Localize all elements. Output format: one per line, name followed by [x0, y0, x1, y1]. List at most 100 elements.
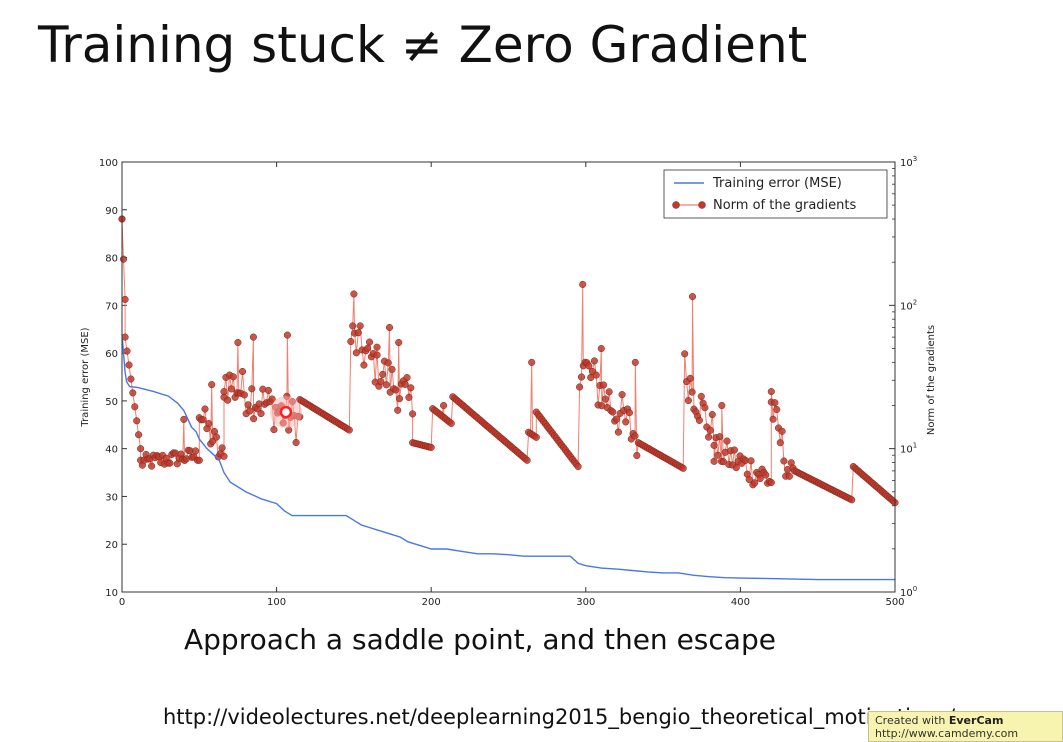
gradient-norm-point [697, 392, 705, 400]
y-axis-label: Training error (MSE) [80, 327, 91, 427]
watermark-brand: EverCam [948, 714, 1004, 727]
gradient-norm-point [771, 399, 779, 407]
y-tick-label: 50 [105, 397, 118, 408]
gradient-norm-point [392, 386, 400, 394]
gradient-norm-point [292, 438, 300, 447]
x-tick-label: 200 [422, 597, 441, 608]
gradient-norm-point [131, 403, 139, 411]
gradient-norm-point [395, 395, 404, 403]
gradient-norm-point [220, 388, 228, 396]
gradient-norm-point [205, 420, 213, 428]
gradient-norm-point [708, 411, 716, 419]
gradient-norm-point [785, 472, 793, 480]
evercam-watermark: Created with EverCam http://www.camdemy.… [868, 711, 1063, 742]
gradient-norm-point [137, 445, 145, 453]
gradient-norm-point [609, 408, 617, 416]
gradient-norm-point [125, 361, 133, 369]
x-tick-label: 500 [885, 597, 904, 608]
gradient-norm-point [364, 344, 372, 352]
gradient-norm-point [618, 391, 626, 399]
gradient-norm-point [576, 383, 584, 391]
y2-tick-label: 102 [900, 298, 917, 312]
training-error-line [121, 333, 895, 581]
gradient-norm-point [401, 380, 409, 388]
gradient-norm-point [249, 333, 257, 341]
legend-label-training-error: Training error (MSE) [712, 176, 842, 191]
gradient-norm-point [224, 396, 232, 404]
x-tick-label: 300 [576, 597, 595, 608]
highlight-point [279, 405, 293, 419]
y-tick-label: 30 [105, 492, 118, 503]
gradient-norm-point [409, 410, 417, 418]
gradient-norm-point [403, 374, 411, 382]
y2-axis-label: Norm of the gradients [926, 325, 937, 435]
x-tick-label: 400 [731, 597, 750, 608]
gradient-norm-point [718, 401, 726, 410]
gradient-norm-point [745, 475, 753, 484]
gradient-norm-series [118, 215, 899, 507]
gradient-norm-point [395, 338, 403, 347]
watermark-url: http://www.camdemy.com [875, 727, 1019, 740]
gradient-norm-point [127, 375, 135, 383]
gradient-norm-point [229, 373, 237, 381]
gradient-norm-point [684, 396, 692, 405]
y2-axis-ticks: 100 101 102 103 [889, 155, 917, 599]
source-link[interactable]: http://videolectures.net/deeplearning201… [163, 705, 956, 729]
gradient-norm-point [244, 401, 252, 409]
gradient-norm-point [382, 381, 390, 389]
gradient-norm-point [600, 381, 608, 389]
gradient-norm-point [195, 456, 203, 464]
gradient-norm-point [180, 415, 188, 423]
gradient-norm-point [234, 338, 242, 347]
gradient-norm-point [373, 351, 381, 359]
gradient-norm-point [257, 410, 265, 418]
gradient-norm-point [705, 433, 713, 441]
chart-legend: Training error (MSE) Norm of the gradien… [663, 169, 888, 219]
gradient-norm-point [762, 471, 770, 479]
gradient-norm-point [349, 322, 357, 330]
gradient-norm-point [773, 405, 781, 414]
x-axis-ticks: 0 100 200 300 400 500 [119, 162, 905, 608]
y-tick-label: 80 [105, 254, 118, 265]
gradient-norm-point [208, 381, 216, 389]
gradient-norm-point [133, 417, 141, 425]
gradient-norm-point [394, 406, 402, 414]
gradient-norm-point [379, 370, 387, 378]
gradient-norm-point [614, 428, 622, 436]
gradient-norm-point [373, 343, 381, 351]
gradient-norm-point [385, 323, 394, 332]
gradient-norm-point [360, 361, 368, 369]
x-tick-label: 100 [267, 597, 286, 608]
gradient-norm-point [192, 447, 200, 455]
y-tick-label: 40 [105, 445, 118, 456]
gradient-norm-point [631, 358, 639, 366]
y2-tick-label: 101 [900, 442, 917, 456]
gradient-norm-point [201, 405, 209, 413]
gradient-norm-point [612, 415, 621, 423]
gradient-norm-point [135, 431, 143, 439]
gradient-norm-point [268, 395, 276, 403]
gradient-norm-point [701, 404, 709, 412]
gradient-norm-point [778, 427, 786, 435]
gradient-norm-point [388, 365, 396, 373]
gradient-norm-point [199, 416, 207, 424]
gradient-norm-point [356, 322, 364, 330]
gradient-norm-point [166, 459, 174, 467]
gradient-norm-point [776, 439, 784, 447]
gradient-norm-point [769, 415, 777, 423]
gradient-norm-point [605, 388, 613, 396]
gradient-norm-point [631, 432, 639, 440]
gradient-norm-point [220, 452, 228, 460]
gradient-norm-point [248, 385, 256, 393]
gradient-norm-point [710, 457, 718, 465]
legend-label-gradient-norm: Norm of the gradients [713, 198, 856, 213]
gradient-norm-point [688, 293, 697, 301]
x-tick-label: 0 [119, 597, 125, 608]
gradient-norm-point [119, 255, 128, 263]
gradient-norm-point [283, 331, 291, 339]
gradient-norm-point [407, 384, 415, 392]
gradient-norm-point [590, 357, 598, 365]
gradient-norm-point [577, 373, 586, 381]
gradient-norm-point [123, 347, 131, 355]
gradient-norm-point [756, 474, 764, 483]
